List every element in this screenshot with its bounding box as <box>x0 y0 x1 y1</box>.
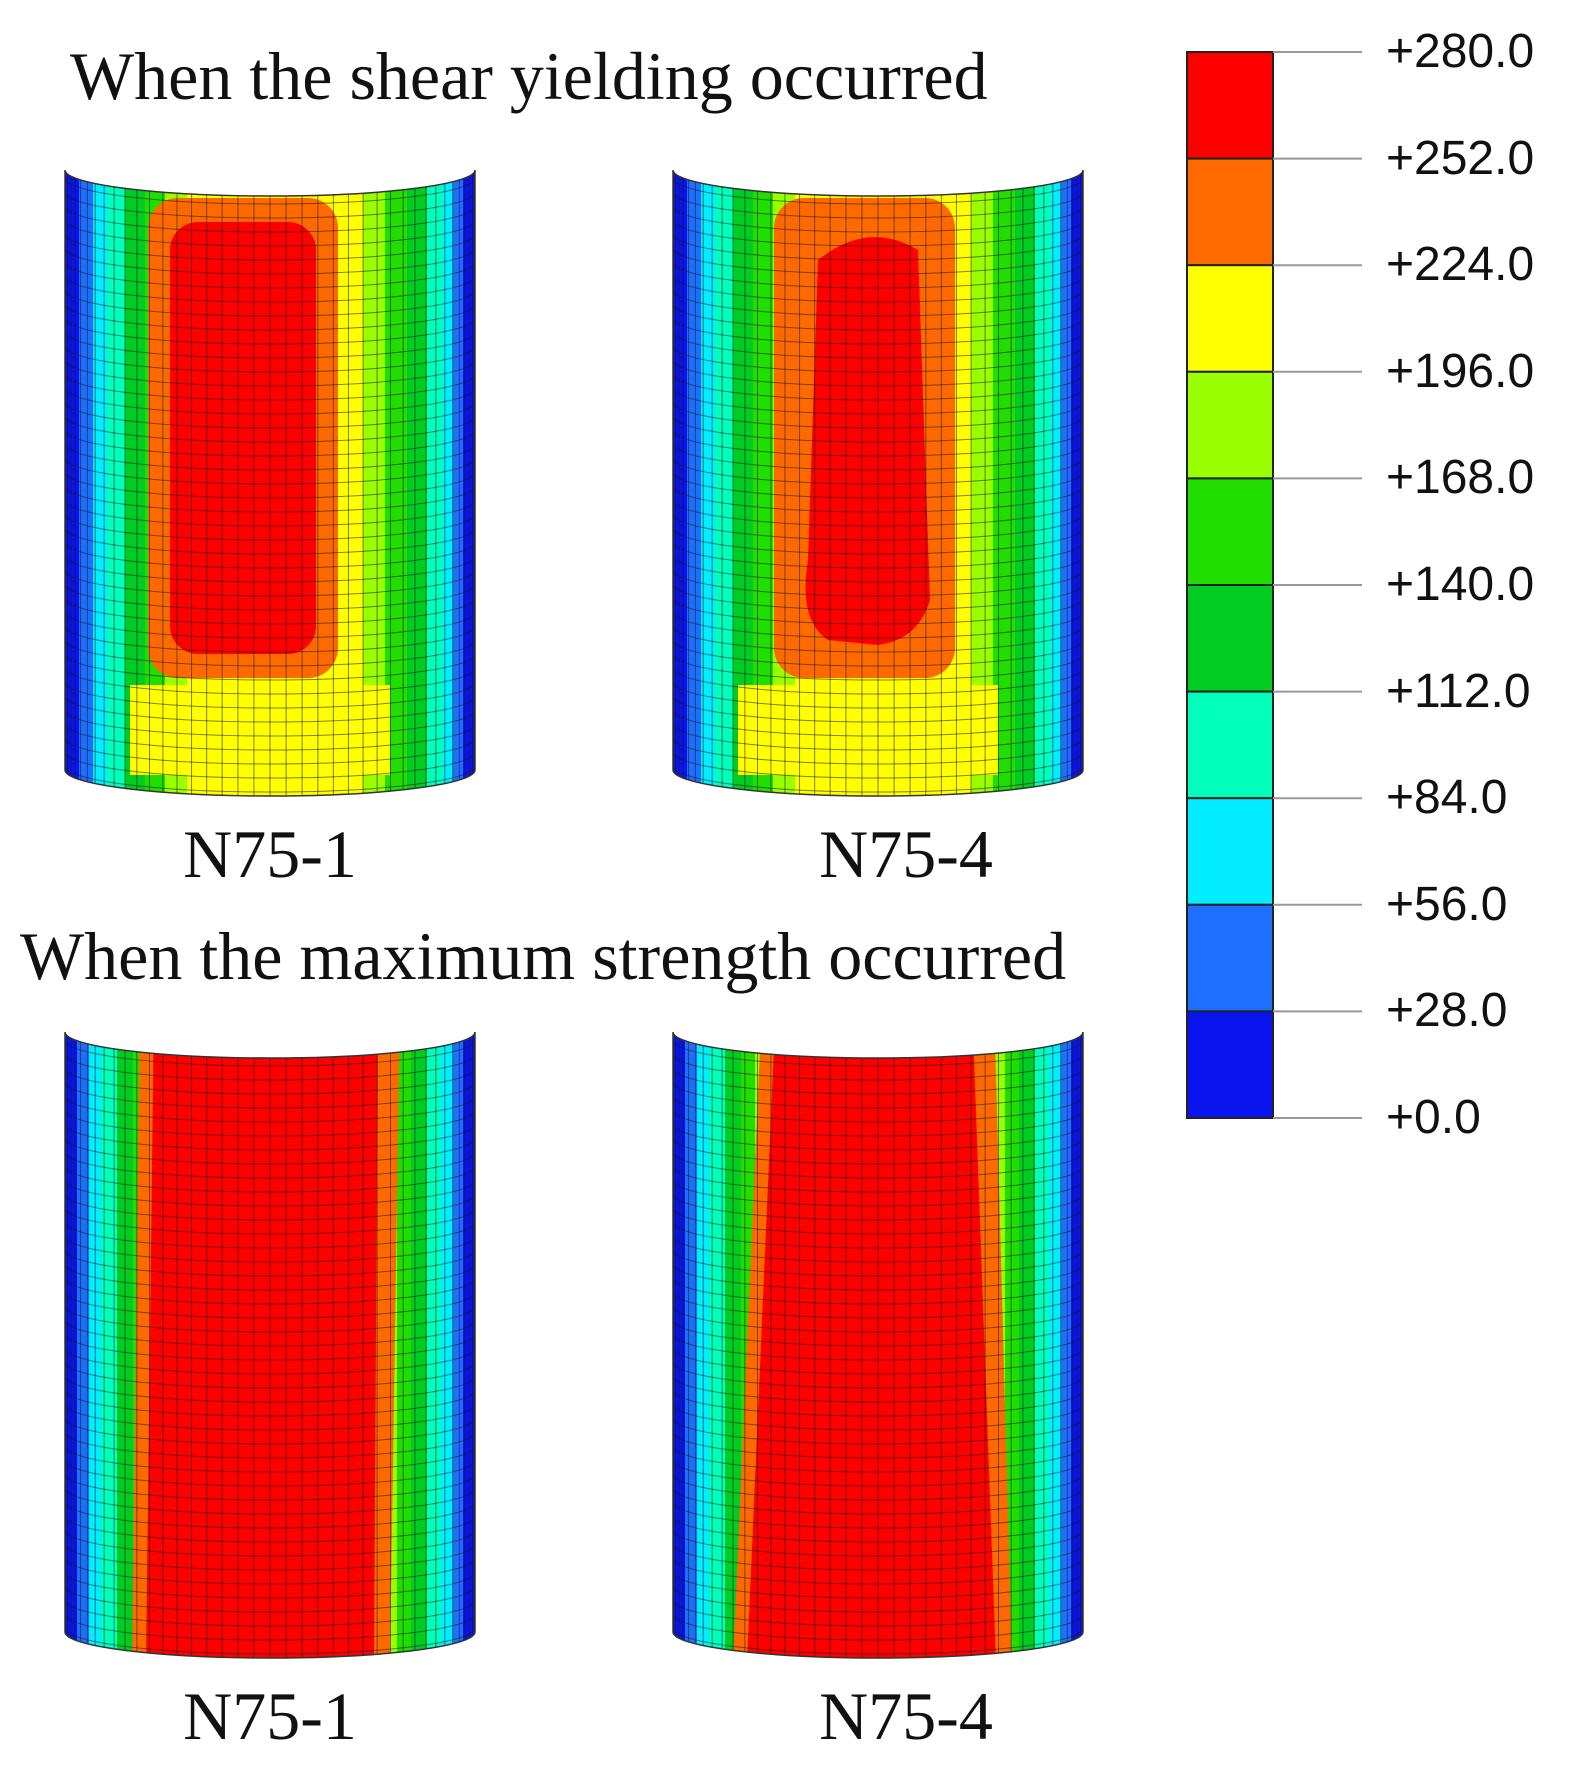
mesh-grid <box>65 170 475 796</box>
cylinder-top-cap <box>65 144 475 196</box>
contour-field <box>673 1032 1083 1658</box>
legend-tick-label: +28.0 <box>1386 984 1508 1038</box>
contour-field <box>65 170 475 796</box>
mesh-grid <box>673 170 1083 796</box>
legend-band <box>1186 477 1274 586</box>
specimen-label-n75-4-bottom: N75-4 <box>819 1678 993 1754</box>
legend-band <box>1186 51 1274 160</box>
cylinder-outline <box>672 169 1084 797</box>
legend-band <box>1186 157 1274 267</box>
contour-field <box>673 170 1083 796</box>
legend-band <box>1186 370 1274 480</box>
cylinder-top-cap <box>673 144 1083 196</box>
legend-tick-label: +224.0 <box>1386 238 1535 292</box>
legend-band <box>1186 1010 1274 1120</box>
specimen-label-n75-1-top: N75-1 <box>183 816 357 892</box>
contour-cylinder-n75-1-maximum-strength <box>64 1006 476 1659</box>
color-legend-bar <box>1186 51 1362 1120</box>
contour-cylinder-n75-4-shear-yielding <box>672 144 1084 797</box>
legend-band <box>1186 584 1274 693</box>
cylinder-outline <box>672 1031 1084 1659</box>
top-section-title: When the shear yielding occurred <box>70 38 988 114</box>
cylinder-top-cap <box>65 1006 475 1058</box>
legend-tick-label: +252.0 <box>1386 131 1535 185</box>
legend-band <box>1186 797 1274 906</box>
legend-tick-label: +84.0 <box>1386 771 1508 825</box>
contour-cylinder-n75-1-shear-yielding <box>64 144 476 797</box>
legend-band <box>1186 264 1274 373</box>
cylinder-top-cap <box>673 1006 1083 1058</box>
cylinder-outline <box>64 1031 476 1659</box>
legend-tick-label: +112.0 <box>1386 664 1531 718</box>
legend-tick-label: +280.0 <box>1386 25 1535 78</box>
contour-cylinder-n75-4-maximum-strength <box>672 1006 1084 1659</box>
legend-tick-label: +168.0 <box>1386 451 1535 505</box>
bottom-section-title: When the maximum strength occurred <box>20 918 1067 994</box>
legend-tick-label: +0.0 <box>1386 1091 1481 1144</box>
contour-field <box>65 1032 475 1658</box>
legend-tick-label: +56.0 <box>1386 877 1508 931</box>
cylinder-outline <box>64 169 476 797</box>
specimen-label-n75-1-bottom: N75-1 <box>183 1678 357 1754</box>
legend-band <box>1186 690 1274 800</box>
legend-tick-label: +196.0 <box>1386 344 1535 398</box>
specimen-label-n75-4-top: N75-4 <box>819 816 993 892</box>
legend-band <box>1186 903 1274 1013</box>
legend-tick-label: +140.0 <box>1386 558 1535 611</box>
